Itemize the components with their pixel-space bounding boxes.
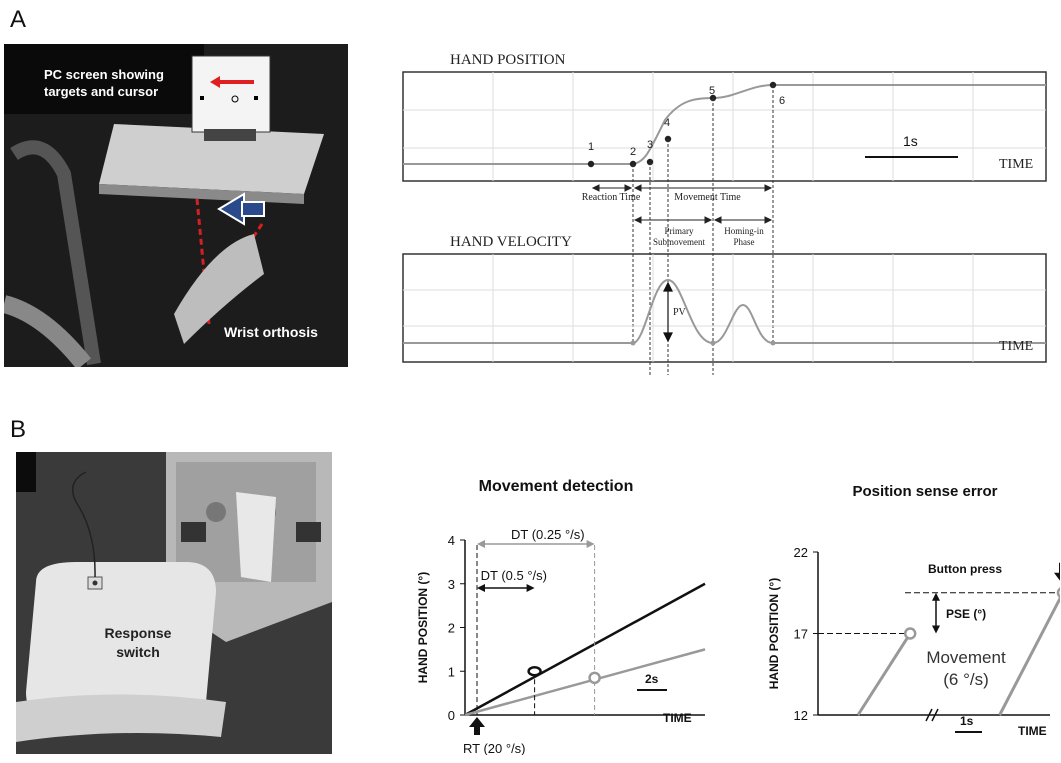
response-switch-photo: Response switch (16, 452, 332, 754)
velocity-trace (403, 278, 1046, 345)
y-tick-label: 3 (448, 577, 455, 592)
scale-bar-label: 2s (645, 672, 659, 686)
button-press-label: Button press (928, 562, 1002, 576)
switch-caption: Response switch (104, 625, 172, 660)
rt-label: RT (20 °/s) (463, 741, 526, 755)
velocity-time-label: TIME (999, 339, 1033, 354)
dt-fast-arrowhead-left (477, 540, 485, 548)
dt-fast-label: DT (0.25 °/s) (511, 527, 585, 542)
y-tick-label: 17 (794, 627, 808, 642)
screen-caption: PC screen showing targets and cursor (44, 67, 164, 99)
point-label-5: 5 (709, 85, 715, 97)
setup-photo-drawing (4, 44, 348, 367)
dt-fast-arrowhead-right (586, 540, 595, 548)
y-tick-label: 4 (448, 533, 455, 548)
position-trace (403, 84, 1046, 165)
y-axis-label: HAND POSITION (°) (416, 572, 430, 683)
series-line-2 (998, 595, 1060, 716)
scale-bar-label: 1s (903, 133, 918, 149)
point-label-1: 1 (588, 141, 594, 153)
pv-label: PV (673, 307, 687, 318)
pse-arrowhead-up (932, 592, 940, 601)
panel-letter-b: B (10, 416, 27, 443)
velocity-plot-frame (402, 253, 1047, 363)
y-tick-label: 2 (448, 621, 455, 636)
orthosis-caption: Wrist orthosis (224, 324, 318, 340)
axis-break-mark (925, 708, 933, 722)
y-tick-label: 22 (794, 545, 808, 560)
x-axis-label: TIME (1018, 724, 1047, 738)
axis-break-mark (931, 708, 939, 722)
point-label-2: 2 (630, 146, 636, 158)
detection-point-grey (588, 671, 601, 685)
position-title: HAND POSITION (450, 52, 566, 68)
pse-chart: 12 17 22 HAND POSITION (°) TIME PSE (°) Button… (767, 545, 1060, 738)
setup-photo: PC screen showing targets and cursor Wri… (4, 44, 348, 367)
movement-detection-title: Movement detection (478, 478, 634, 495)
series-line-1 (856, 632, 912, 716)
movement-label-line1: Movement (926, 648, 1006, 667)
point-label-3: 3 (647, 139, 653, 151)
movement-time-label: Movement Time (674, 192, 741, 203)
primary-submovement-label: Primary Submovement (653, 226, 705, 247)
position-time-label: TIME (999, 157, 1033, 172)
reaction-time-label: Reaction Time (581, 192, 641, 203)
velocity-title: HAND VELOCITY (450, 234, 572, 250)
y-tick-label: 12 (794, 708, 808, 723)
hand-kinematics-diagram: 1 2 3 4 5 6 HAND POSITION TIME 1s Reacti… (402, 52, 1047, 375)
pse-label: PSE (°) (946, 607, 986, 621)
detection-point-black (527, 666, 542, 677)
rt-arrow-icon (469, 717, 485, 735)
series-line-1 (464, 582, 706, 717)
scale-bar-label: 1s (960, 714, 974, 728)
dt-slow-arrowhead-right (526, 584, 535, 592)
dt-slow-label: DT (0.5 °/s) (481, 568, 547, 583)
reference-point (903, 627, 917, 640)
y-tick-label: 1 (448, 664, 455, 679)
x-axis-label: TIME (663, 711, 692, 725)
series-line-2 (464, 648, 706, 717)
movement-detection-chart: 0 1 2 3 4 HAND POSITION (°) TIME DT (0.25 °/s) D… (416, 527, 706, 755)
position-plot-frame (402, 71, 1047, 182)
response-point (1056, 587, 1060, 599)
panel-letter-a: A (10, 6, 27, 33)
point-1 (587, 160, 595, 168)
dt-slow-arrowhead-left (477, 584, 485, 592)
button-press-arrow-icon (1054, 562, 1060, 581)
movement-label-line2: (6 °/s) (943, 670, 989, 689)
point-label-6: 6 (779, 95, 785, 107)
pse-title: Position sense error (852, 483, 998, 500)
point-label-4: 4 (664, 117, 670, 129)
y-axis-label: HAND POSITION (°) (767, 578, 781, 689)
response-switch-drawing (16, 452, 332, 754)
y-tick-label: 0 (448, 708, 455, 723)
pse-arrowhead-down (932, 625, 940, 634)
homing-in-label: Homing-in Phase (724, 226, 764, 247)
